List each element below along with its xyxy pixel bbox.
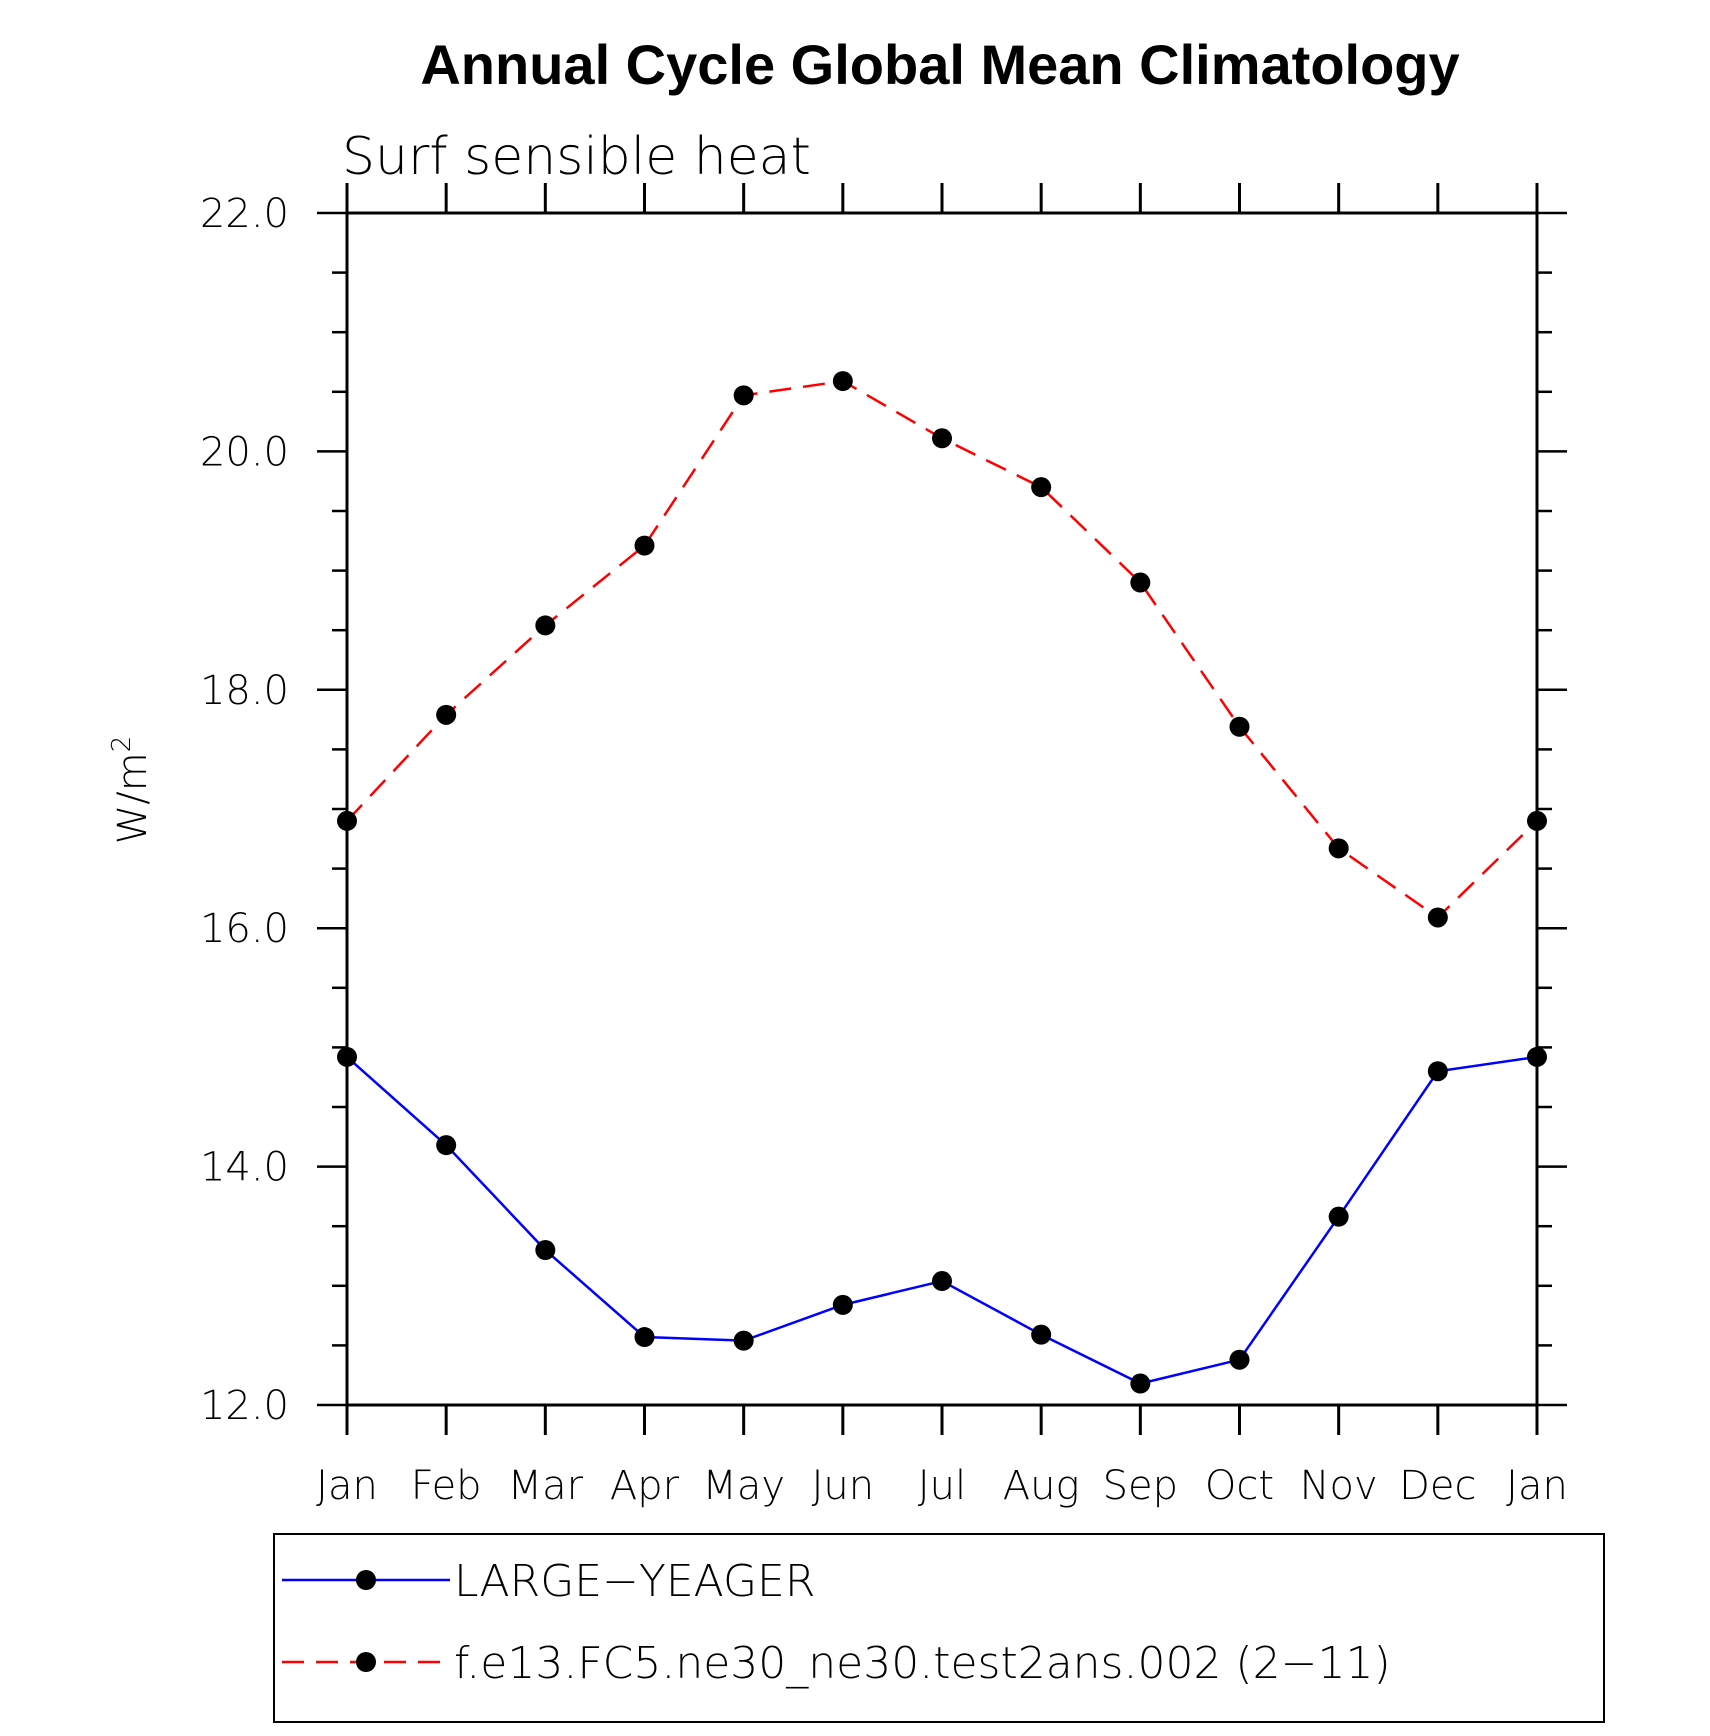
- series-point: [337, 1046, 357, 1067]
- legend-marker: [356, 1652, 376, 1672]
- y-tick-label: 12.0: [200, 1383, 289, 1429]
- x-tick-label: Apr: [610, 1463, 680, 1509]
- x-tick-label: Jan: [316, 1463, 378, 1509]
- x-tick-label: Dec: [1399, 1463, 1476, 1509]
- y-tick-label: 20.0: [200, 429, 289, 475]
- x-tick-label: Feb: [411, 1463, 482, 1509]
- legend: LARGE−YEAGER f.e13.FC5.ne30_ne30.test2ans…: [273, 1533, 1605, 1723]
- series-point: [1130, 1373, 1151, 1394]
- series-point: [1031, 477, 1052, 498]
- series-point: [1031, 1324, 1052, 1345]
- series-line: [346, 1055, 1538, 1385]
- series-point: [832, 1294, 853, 1315]
- x-tick-label: May: [702, 1463, 785, 1509]
- series-point: [535, 615, 556, 636]
- x-tick-label: Mar: [508, 1463, 584, 1509]
- series-layer: [337, 371, 1547, 1394]
- series-point: [1427, 1061, 1448, 1082]
- y-axis-label-superscript: 2: [107, 736, 137, 753]
- series-point: [1527, 1046, 1547, 1067]
- legend-marker: [356, 1570, 376, 1590]
- series-point: [832, 371, 853, 392]
- x-tick-label: Nov: [1300, 1463, 1378, 1509]
- series-point: [733, 1330, 754, 1351]
- y-tick-label: 14.0: [200, 1145, 289, 1191]
- series-point: [1328, 838, 1349, 859]
- legend-box: [273, 1533, 1605, 1723]
- x-tick-label: Sep: [1103, 1463, 1178, 1509]
- series-point: [1229, 716, 1250, 737]
- chart-subtitle: Surf sensible heat: [342, 127, 811, 187]
- series-point: [535, 1240, 556, 1261]
- series-point: [1328, 1206, 1349, 1227]
- series-point: [733, 385, 754, 406]
- y-tick-label: 16.0: [200, 906, 289, 952]
- series-point: [337, 810, 357, 831]
- series-point: [1229, 1349, 1250, 1370]
- x-tick-label: Jan: [1506, 1463, 1568, 1509]
- y-tick-label: 18.0: [200, 668, 289, 714]
- series-point: [932, 1271, 952, 1292]
- plot-frame: [345, 211, 1539, 1407]
- x-tick-label: Jun: [812, 1463, 875, 1509]
- series-point: [1427, 907, 1448, 928]
- y-axis-label: W/m2: [107, 736, 156, 845]
- series-point: [634, 535, 655, 556]
- legend-label: LARGE−YEAGER: [454, 1556, 815, 1607]
- series-point: [436, 1135, 457, 1156]
- chart-title: Annual Cycle Global Mean Climatology: [420, 33, 1459, 96]
- x-tick-label: Jul: [918, 1463, 966, 1509]
- series-point: [932, 428, 952, 449]
- legend-items: LARGE−YEAGER f.e13.FC5.ne30_ne30.test2ans…: [282, 1556, 1391, 1689]
- plot-axes: Jan Feb Mar Apr May Jun Jul Aug Sep Oct Nov Dec Jan 1…: [200, 183, 1568, 1509]
- x-tick-label: Oct: [1205, 1463, 1274, 1509]
- series-point: [1130, 572, 1151, 593]
- series-line: [346, 379, 1538, 920]
- legend-label: f.e13.FC5.ne30_ne30.test2ans.002 (2−11): [454, 1638, 1391, 1689]
- series-point: [634, 1327, 655, 1348]
- y-tick-label: 22.0: [200, 191, 289, 237]
- x-tick-label: Aug: [1003, 1463, 1080, 1509]
- series-point: [1527, 810, 1547, 831]
- y-axis-label-text: W/m: [110, 752, 156, 844]
- series-point: [436, 704, 457, 725]
